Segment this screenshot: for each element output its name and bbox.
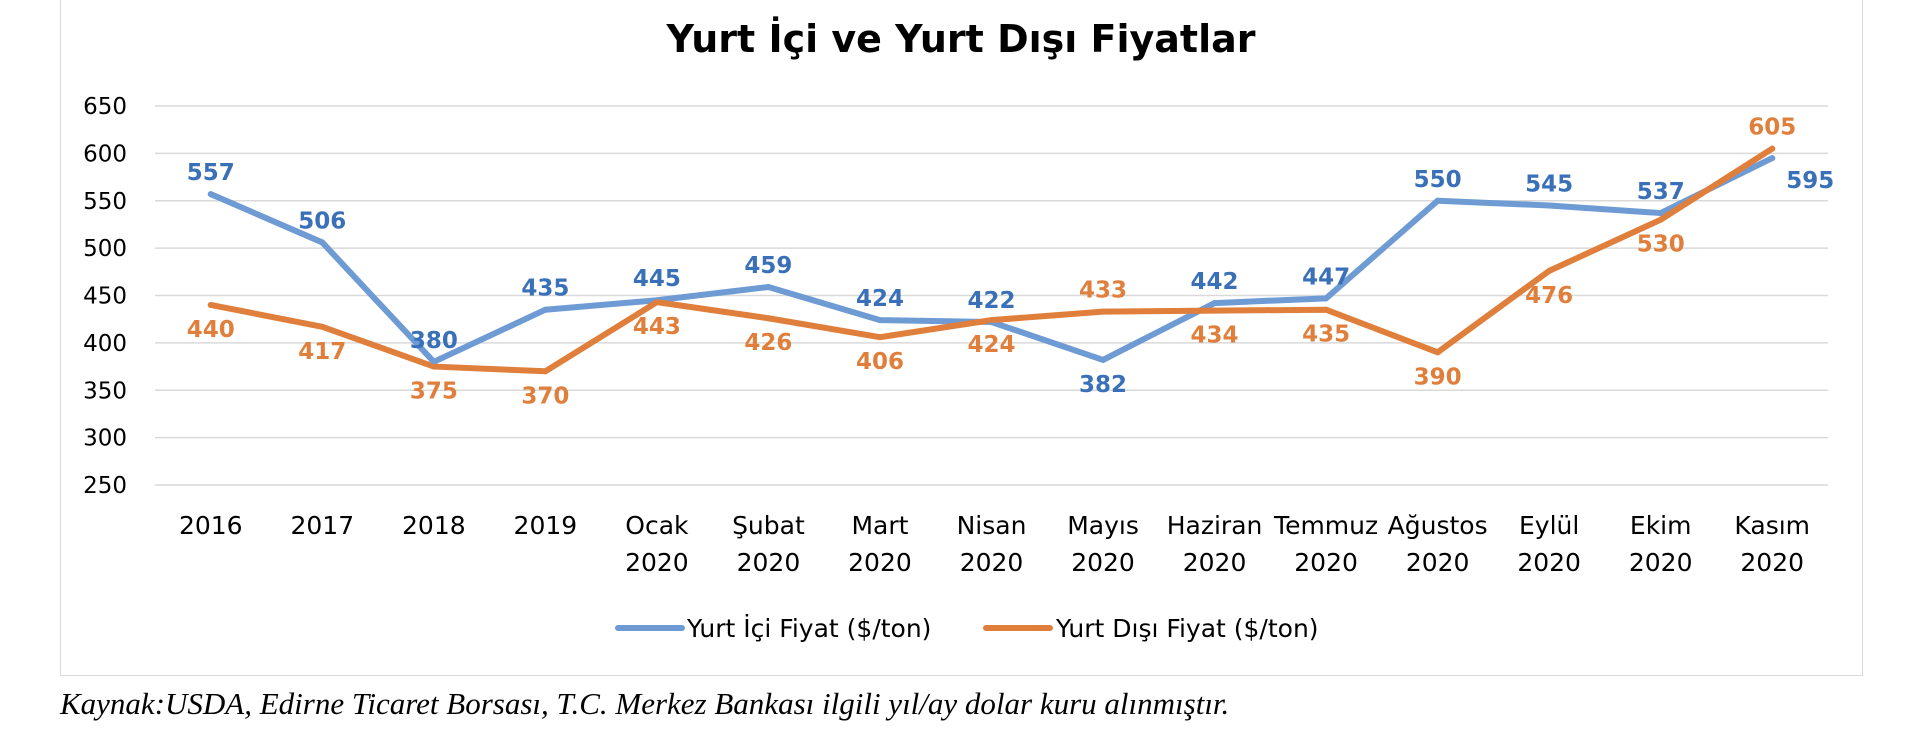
data-label-series-2: 440 (187, 317, 235, 343)
data-label-series-2: 433 (1079, 278, 1127, 304)
x-tick-label: Nisan (957, 511, 1027, 540)
data-point-series-1 (765, 283, 772, 290)
y-tick-label: 500 (83, 236, 127, 262)
x-tick-label: Ocak (625, 511, 689, 540)
data-point-series-1 (319, 239, 326, 246)
x-tick-label: 2020 (1071, 548, 1135, 577)
data-point-series-2 (1546, 267, 1553, 274)
data-point-series-1 (1211, 300, 1218, 307)
data-point-series-2 (430, 363, 437, 370)
x-tick-label: Şubat (732, 511, 805, 540)
x-tick-label: 2020 (625, 548, 689, 577)
y-tick-label: 650 (83, 94, 127, 120)
x-tick-label: 2020 (1183, 548, 1247, 577)
data-point-series-2 (1657, 216, 1664, 223)
x-tick-label: 2020 (1629, 548, 1693, 577)
legend-label-1: Yurt İçi Fiyat ($/ton) (686, 614, 931, 643)
data-label-series-1: 595 (1786, 168, 1834, 194)
x-tick-label: Kasım (1734, 511, 1810, 540)
data-point-series-2 (876, 334, 883, 341)
data-point-series-2 (1100, 308, 1107, 315)
x-tick-label: Eylül (1519, 511, 1579, 540)
data-point-series-2 (1211, 307, 1218, 314)
data-label-series-1: 445 (633, 266, 681, 292)
data-label-series-2: 375 (410, 379, 458, 405)
data-point-series-1 (1546, 202, 1553, 209)
data-label-series-2: 406 (856, 349, 904, 375)
data-point-series-1 (1100, 356, 1107, 363)
data-label-series-2: 443 (633, 314, 681, 340)
data-label-series-2: 530 (1637, 232, 1685, 258)
data-label-series-2: 605 (1748, 115, 1796, 141)
y-tick-label: 550 (83, 189, 127, 215)
x-tick-label: 2019 (514, 511, 578, 540)
chart-frame (60, 0, 1863, 676)
data-point-series-1 (1434, 197, 1441, 204)
x-tick-label: Temmuz (1273, 511, 1378, 540)
data-label-series-2: 476 (1525, 283, 1573, 309)
x-tick-label: 2020 (1740, 548, 1804, 577)
data-point-series-2 (542, 368, 549, 375)
data-point-series-1 (1769, 155, 1776, 162)
line-chart: Yurt İçi ve Yurt Dışı Fiyatlar 250 300 350 4… (83, 17, 1834, 643)
data-point-series-2 (1769, 145, 1776, 152)
y-tick-label: 250 (83, 473, 127, 499)
data-point-series-1 (430, 358, 437, 365)
y-tick-label: 300 (83, 426, 127, 452)
data-label-series-2: 424 (967, 332, 1015, 358)
data-label-series-2: 417 (298, 339, 346, 365)
x-tick-label: Ekim (1630, 511, 1692, 540)
data-point-series-2 (319, 323, 326, 330)
data-label-series-2: 370 (521, 383, 569, 409)
x-tick-label: 2018 (402, 511, 466, 540)
data-label-series-2: 426 (744, 330, 792, 356)
x-tick-label: Ağustos (1388, 511, 1488, 540)
data-point-series-2 (765, 315, 772, 322)
data-label-series-1: 382 (1079, 372, 1127, 398)
x-tick-label: 2017 (290, 511, 354, 540)
data-label-series-1: 557 (187, 160, 235, 186)
data-label-series-1: 459 (744, 253, 792, 279)
y-tick-label: 600 (83, 141, 127, 167)
y-tick-label: 400 (83, 331, 127, 357)
legend-label-2: Yurt Dışı Fiyat ($/ton) (1055, 614, 1319, 643)
data-point-series-1 (542, 306, 549, 313)
data-point-series-1 (1657, 210, 1664, 217)
data-point-series-2 (1323, 306, 1330, 313)
x-tick-label: 2020 (1294, 548, 1358, 577)
x-tick-label: Haziran (1167, 511, 1263, 540)
data-label-series-2: 434 (1191, 323, 1239, 349)
data-label-series-1: 435 (521, 276, 569, 302)
chart-title: Yurt İçi ve Yurt Dışı Fiyatlar (666, 17, 1256, 61)
x-tick-label: Mayıs (1067, 511, 1139, 540)
x-tick-label: Mart (851, 511, 908, 540)
data-point-series-2 (207, 301, 214, 308)
x-tick-label: 2020 (737, 548, 801, 577)
data-point-series-1 (207, 191, 214, 198)
data-point-series-2 (988, 317, 995, 324)
data-point-series-1 (1323, 295, 1330, 302)
data-label-series-1: 506 (298, 208, 346, 234)
y-tick-label: 350 (83, 378, 127, 404)
x-tick-label: 2020 (848, 548, 912, 577)
source-note: Kaynak:USDA, Edirne Ticaret Borsası, T.C… (60, 686, 1230, 721)
data-label-series-2: 435 (1302, 322, 1350, 348)
data-label-series-1: 422 (967, 288, 1015, 314)
y-tick-label: 450 (83, 284, 127, 310)
data-label-series-1: 447 (1302, 264, 1350, 290)
data-label-series-1: 545 (1525, 171, 1573, 197)
x-tick-label: 2020 (1517, 548, 1581, 577)
x-tick-label: 2020 (1406, 548, 1470, 577)
data-label-series-1: 442 (1191, 269, 1239, 295)
data-point-series-2 (653, 299, 660, 306)
data-label-series-2: 390 (1414, 364, 1462, 390)
x-tick-label: 2016 (179, 511, 243, 540)
data-point-series-1 (876, 317, 883, 324)
data-label-series-1: 380 (410, 328, 458, 354)
data-label-series-1: 537 (1637, 179, 1685, 205)
x-tick-label: 2020 (960, 548, 1024, 577)
data-point-series-2 (1434, 349, 1441, 356)
data-label-series-1: 550 (1414, 167, 1462, 193)
data-label-series-1: 424 (856, 286, 904, 312)
